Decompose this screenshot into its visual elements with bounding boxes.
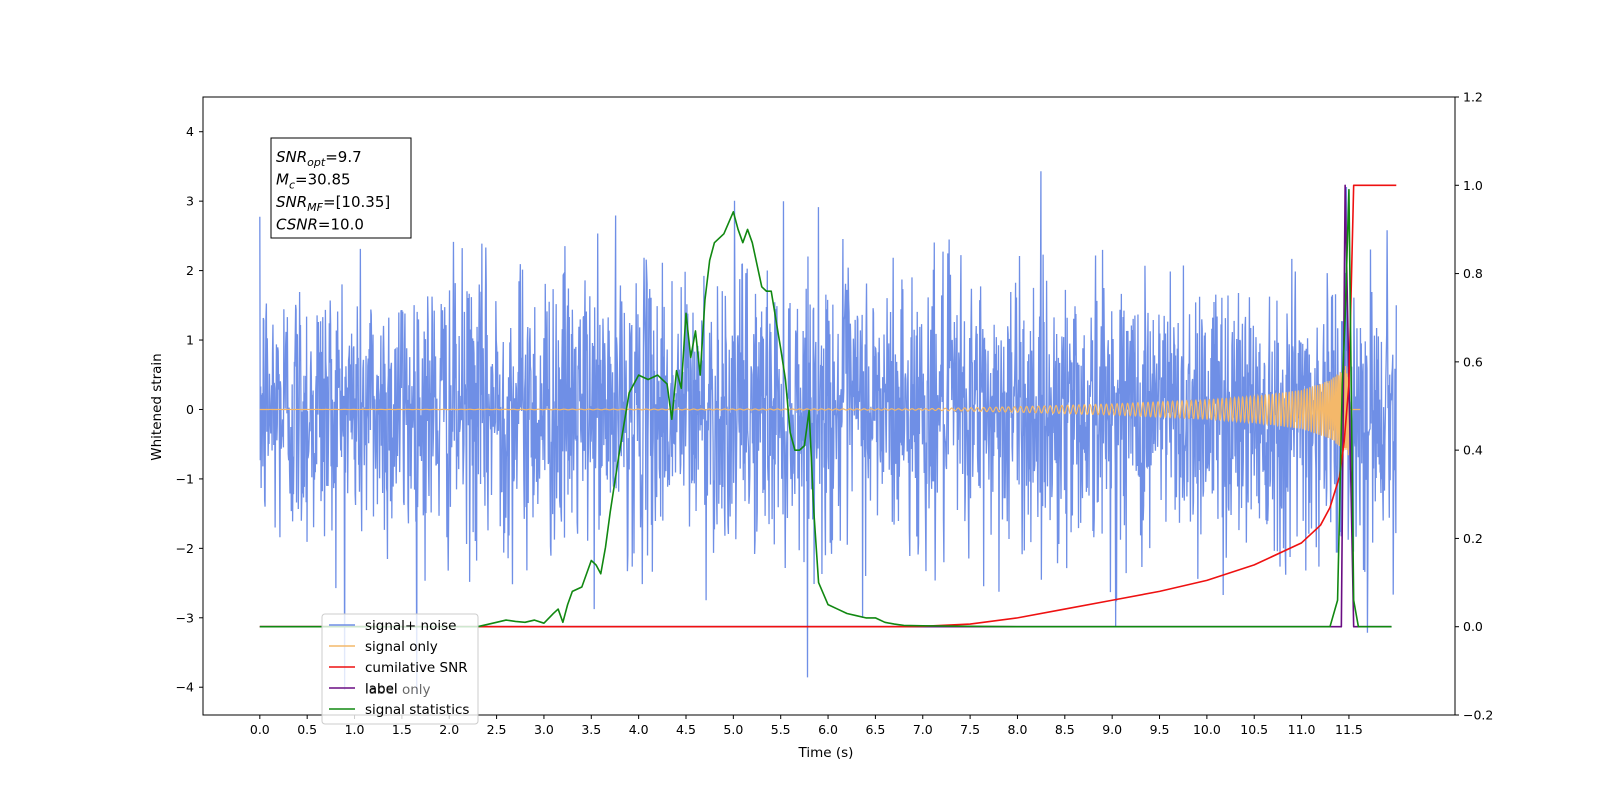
x-tick-label: 11.0 — [1288, 722, 1316, 737]
annotation-line: CSNR=10.0 — [276, 216, 364, 234]
y-axis-left-label: Whitened strain — [149, 353, 165, 460]
legend-label-label: label — [365, 681, 398, 697]
annotation-line: SNRMF=[10.35] — [276, 193, 390, 214]
x-axis-label: Time (s) — [798, 745, 854, 761]
x-tick-label: 5.0 — [723, 722, 743, 737]
legend-label-label-only: label only — [365, 682, 431, 698]
series-signal-noise — [259, 171, 1397, 695]
y-left-tick-label: 2 — [186, 263, 194, 278]
x-tick-label: 9.0 — [1102, 722, 1122, 737]
series-cumilative-snr — [259, 184, 1397, 628]
y-right-tick-label: 0.2 — [1463, 531, 1483, 546]
x-tick-label: 3.0 — [534, 722, 554, 737]
series-layer — [259, 171, 1397, 695]
x-tick-label: 0.5 — [297, 722, 317, 737]
x-axis: 0.0 0.5 1.0 1.5 2.0 2.5 3.0 3.5 4.0 4.5 5.0 5.5 6.0 6… — [250, 715, 1363, 737]
annotation-line: Mc=30.85 — [276, 171, 351, 192]
legend-label-signal-noise: signal+ noise — [365, 618, 456, 634]
x-tick-label: 6.0 — [818, 722, 838, 737]
legend-label-signal-statistics: signal statistics — [365, 702, 469, 718]
x-tick-label: 6.5 — [865, 722, 885, 737]
x-tick-label: 9.5 — [1150, 722, 1170, 737]
series-signal-only — [259, 366, 1361, 456]
y-left-tick-label: 0 — [186, 402, 194, 417]
x-tick-label: 5.5 — [771, 722, 791, 737]
y-left-tick-label: −1 — [176, 471, 194, 486]
x-tick-label: 2.5 — [487, 722, 507, 737]
x-tick-label: 11.5 — [1335, 722, 1363, 737]
y-left-tick-label: −4 — [176, 680, 194, 695]
y-left-tick-label: 3 — [186, 194, 194, 209]
x-tick-label: 3.5 — [581, 722, 601, 737]
y-right-tick-label: 0.4 — [1463, 443, 1483, 458]
y-axis-right: −0.2 0.0 0.2 0.4 0.6 0.8 1.0 1.2 — [1455, 90, 1493, 723]
x-tick-label: 1.5 — [392, 722, 412, 737]
x-tick-label: 1.0 — [345, 722, 365, 737]
x-tick-label: 0.0 — [250, 722, 270, 737]
y-left-tick-label: −3 — [176, 610, 194, 625]
annotation-line: SNRopt=9.7 — [276, 148, 362, 169]
annotation-frame — [270, 137, 412, 239]
x-tick-label: 7.5 — [960, 722, 980, 737]
legend-frame — [321, 613, 479, 725]
x-tick-label: 7.0 — [913, 722, 933, 737]
x-tick-label: 10.0 — [1193, 722, 1221, 737]
legend-label-signal-only: signal only — [365, 639, 438, 655]
y-axis-left: −4 −3 −2 −1 0 1 2 3 4 — [176, 124, 203, 695]
x-tick-label: 8.0 — [1008, 722, 1028, 737]
y-left-tick-label: −2 — [176, 541, 194, 556]
y-right-tick-label: 0.0 — [1463, 619, 1483, 634]
x-tick-label: 4.0 — [629, 722, 649, 737]
plot-frame — [202, 96, 1456, 716]
y-right-tick-label: −0.2 — [1463, 708, 1493, 723]
y-right-tick-label: 0.8 — [1463, 266, 1483, 281]
x-tick-label: 8.5 — [1055, 722, 1075, 737]
x-tick-label: 4.5 — [676, 722, 696, 737]
y-right-tick-label: 1.0 — [1463, 178, 1483, 193]
y-left-tick-label: 4 — [186, 124, 194, 139]
y-left-tick-label: 1 — [186, 333, 194, 348]
y-right-tick-label: 0.6 — [1463, 354, 1483, 369]
x-tick-label: 10.5 — [1240, 722, 1268, 737]
legend: label only signal+ noise signal only cumila… — [321, 613, 479, 725]
x-tick-label: 2.0 — [439, 722, 459, 737]
legend-label-cumilative-snr: cumilative SNR — [365, 660, 468, 676]
series-signal-statistics — [259, 188, 1392, 628]
y-right-tick-label: 1.2 — [1463, 90, 1483, 105]
